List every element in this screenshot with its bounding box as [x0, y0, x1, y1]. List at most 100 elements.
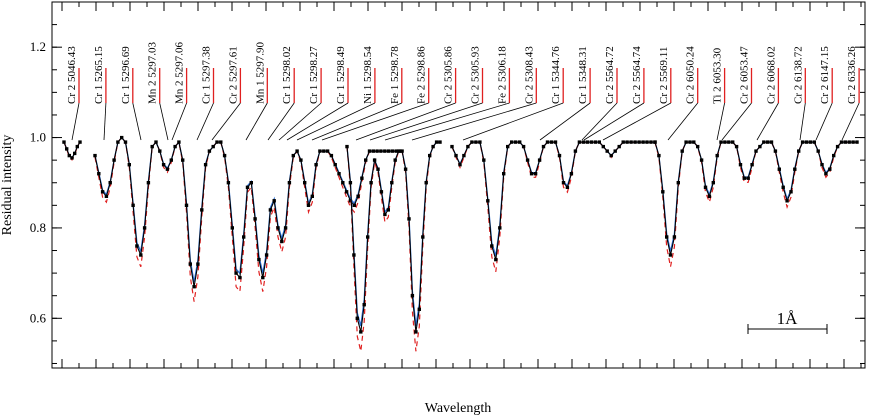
- observed-point: [318, 149, 322, 153]
- observed-point: [211, 144, 215, 149]
- observed-point: [812, 140, 816, 144]
- y-tick-label: 0.6: [30, 310, 47, 325]
- observed-point: [537, 158, 542, 162]
- observed-point: [322, 149, 326, 153]
- line-id-leader: [196, 102, 214, 141]
- observed-point: [383, 149, 387, 153]
- line-id-leader: [721, 102, 752, 141]
- observed-point: [383, 212, 387, 217]
- scale-bar: 1Å: [747, 309, 828, 334]
- line-id-label: Cr 2 5308.43: [523, 46, 535, 104]
- line-id-leader: [369, 102, 483, 141]
- observed-curve: [451, 141, 655, 260]
- observed-point: [337, 172, 341, 176]
- observed-point: [280, 239, 284, 244]
- observed-point: [314, 163, 318, 167]
- y-tick-label: 0.8: [30, 220, 46, 235]
- observed-point: [843, 140, 847, 144]
- observed-point: [219, 140, 223, 144]
- line-id-label: Mn 1 5297.90: [254, 41, 266, 104]
- line-id-label: Fe 1 5298.78: [389, 46, 401, 104]
- line-id-label: Fe 2 5306.18: [496, 46, 508, 104]
- observed-point: [715, 153, 719, 158]
- observed-point: [804, 140, 809, 144]
- observed-point: [777, 167, 781, 171]
- line-id-leader: [756, 102, 779, 141]
- observed-point: [393, 158, 397, 162]
- observed-point: [785, 199, 789, 203]
- observed-point: [421, 235, 425, 239]
- axis-ticks: [52, 2, 865, 368]
- line-id-leader: [311, 102, 402, 141]
- line-id-label: Ni 1 5298.54: [362, 46, 374, 104]
- observed-point: [417, 307, 421, 311]
- line-id-label: Cr 1 5265.15: [93, 46, 105, 104]
- observed-point: [781, 185, 785, 189]
- line-id-label: Cr 2 5305.93: [470, 46, 482, 104]
- observed-point: [360, 176, 364, 180]
- observed-point: [364, 158, 368, 162]
- observed-point: [97, 172, 101, 176]
- observed-point: [746, 176, 750, 180]
- line-id-label: Mn 2 5297.06: [174, 41, 186, 104]
- observed-point: [414, 330, 418, 334]
- observed-point: [589, 140, 593, 144]
- observed-point: [734, 144, 739, 149]
- line-id-leader: [171, 102, 187, 141]
- observed-point: [376, 167, 380, 171]
- line-id-label: Cr 2 5564.74: [631, 46, 643, 104]
- observed-point: [226, 181, 231, 185]
- observed-point: [371, 149, 375, 153]
- observed-point: [428, 153, 432, 158]
- line-id-label: Cr 2 6053.47: [739, 46, 751, 104]
- observed-point: [824, 172, 828, 176]
- observed-point: [847, 140, 851, 144]
- observed-point: [474, 140, 478, 144]
- observed-point: [553, 140, 558, 144]
- observed-point: [261, 275, 265, 280]
- observed-point: [390, 181, 394, 185]
- observed-point: [470, 140, 474, 144]
- observed-point: [605, 149, 609, 153]
- observed-point: [234, 271, 238, 275]
- observed-point: [835, 144, 840, 149]
- observed-point: [222, 153, 227, 158]
- observed-point: [657, 153, 661, 158]
- observed-point: [75, 144, 79, 149]
- observed-point: [196, 262, 200, 266]
- observed-point: [793, 167, 797, 171]
- observed-point: [356, 194, 360, 198]
- observed-point: [625, 140, 629, 144]
- observed-point: [533, 172, 538, 176]
- observed-point: [403, 167, 408, 171]
- observed-point: [386, 208, 390, 212]
- observed-point: [386, 149, 391, 153]
- observed-point: [352, 203, 356, 207]
- observed-point: [494, 257, 498, 262]
- observed-point: [839, 140, 844, 144]
- observed-point: [645, 140, 649, 144]
- observed-point: [238, 275, 242, 280]
- observed-point: [466, 144, 470, 149]
- observed-point: [609, 153, 613, 158]
- observed-point: [653, 140, 657, 144]
- observed-point: [283, 226, 288, 230]
- observed-point: [161, 163, 166, 167]
- observed-point: [707, 194, 712, 198]
- observed-point: [561, 181, 566, 185]
- observed-point: [855, 140, 859, 144]
- observed-point: [295, 149, 299, 153]
- observed-point: [394, 149, 398, 153]
- observed-point: [348, 181, 353, 185]
- line-id-leader: [815, 102, 833, 141]
- line-id-label: Fe 2 5298.86: [416, 46, 428, 104]
- observed-point: [264, 253, 269, 257]
- observed-point: [188, 262, 192, 266]
- line-id-leader: [278, 102, 322, 141]
- observed-point: [287, 181, 292, 185]
- line-id-leader: [799, 102, 806, 141]
- observed-point: [633, 140, 637, 144]
- line-id-leader: [286, 102, 349, 141]
- observed-point: [621, 140, 625, 144]
- observed-point: [688, 140, 692, 144]
